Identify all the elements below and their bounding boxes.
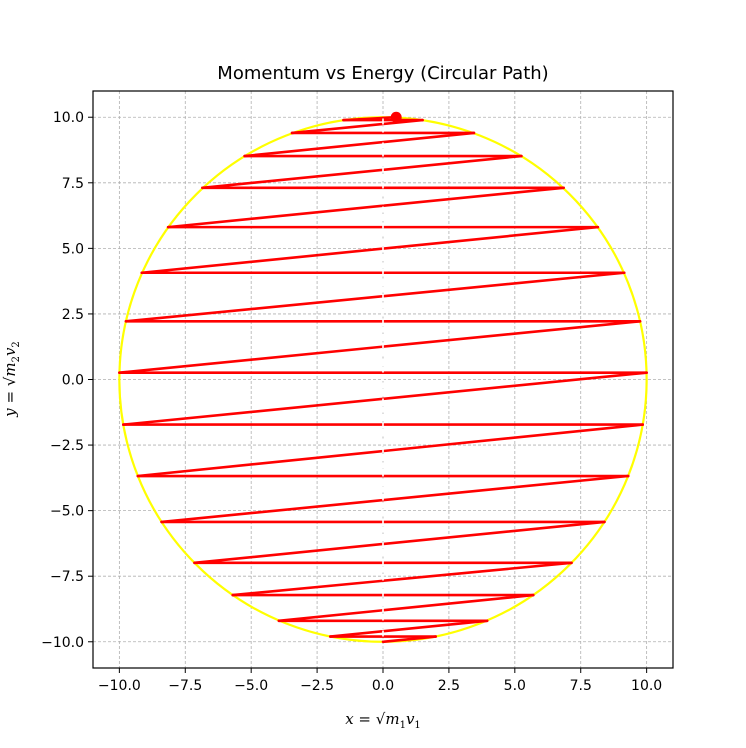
x-tick-label: 0.0 <box>372 678 394 694</box>
current-point-marker <box>390 111 402 123</box>
path-segment <box>231 561 573 597</box>
path-segment <box>277 593 535 623</box>
y-tick-label: −2.5 <box>50 438 84 454</box>
y-tick-label: −10.0 <box>41 635 84 651</box>
x-tick-label: 5.0 <box>504 678 526 694</box>
path-segment <box>118 319 642 374</box>
x-tick-label: −7.5 <box>168 678 202 694</box>
x-axis-label: x = √m1v1 <box>345 710 421 731</box>
x-tick-label: −5.0 <box>234 678 268 694</box>
y-tick-label: 2.5 <box>62 307 84 323</box>
x-tick-label: 2.5 <box>438 678 460 694</box>
plot-area <box>118 111 648 644</box>
chart-title: Momentum vs Energy (Circular Path) <box>217 63 548 84</box>
path-segment <box>166 186 565 229</box>
path-segment <box>136 423 644 478</box>
path-segment <box>290 118 424 135</box>
path-segment <box>342 115 398 122</box>
x-axis-ticks: −10.0 −7.5 −5.0 −2.5 0.0 2.5 5.0 7.5 10.0 <box>98 668 662 694</box>
path-segment <box>160 474 630 524</box>
y-tick-label: 10.0 <box>53 110 84 126</box>
y-tick-label: −5.0 <box>50 504 84 520</box>
path-segment <box>328 619 489 638</box>
y-tick-label: 5.0 <box>62 241 84 257</box>
path-segment <box>201 154 523 190</box>
y-tick-label: −7.5 <box>50 569 84 585</box>
y-axis-ticks: −10.0 −7.5 −5.0 −2.5 0.0 2.5 5.0 7.5 10.0 <box>41 110 93 651</box>
x-tick-label: 10.0 <box>631 678 662 694</box>
x-tick-label: 7.5 <box>570 678 592 694</box>
path-segment <box>243 131 476 158</box>
path-segment <box>140 225 600 275</box>
y-tick-label: 0.0 <box>62 373 84 389</box>
x-tick-label: −10.0 <box>98 678 141 694</box>
y-axis-label: y = √m2v2 <box>1 341 22 418</box>
path-segment <box>193 520 606 565</box>
x-tick-label: −2.5 <box>300 678 334 694</box>
y-tick-label: 7.5 <box>62 176 84 192</box>
path-segment <box>124 271 626 323</box>
path-segment <box>122 371 648 426</box>
